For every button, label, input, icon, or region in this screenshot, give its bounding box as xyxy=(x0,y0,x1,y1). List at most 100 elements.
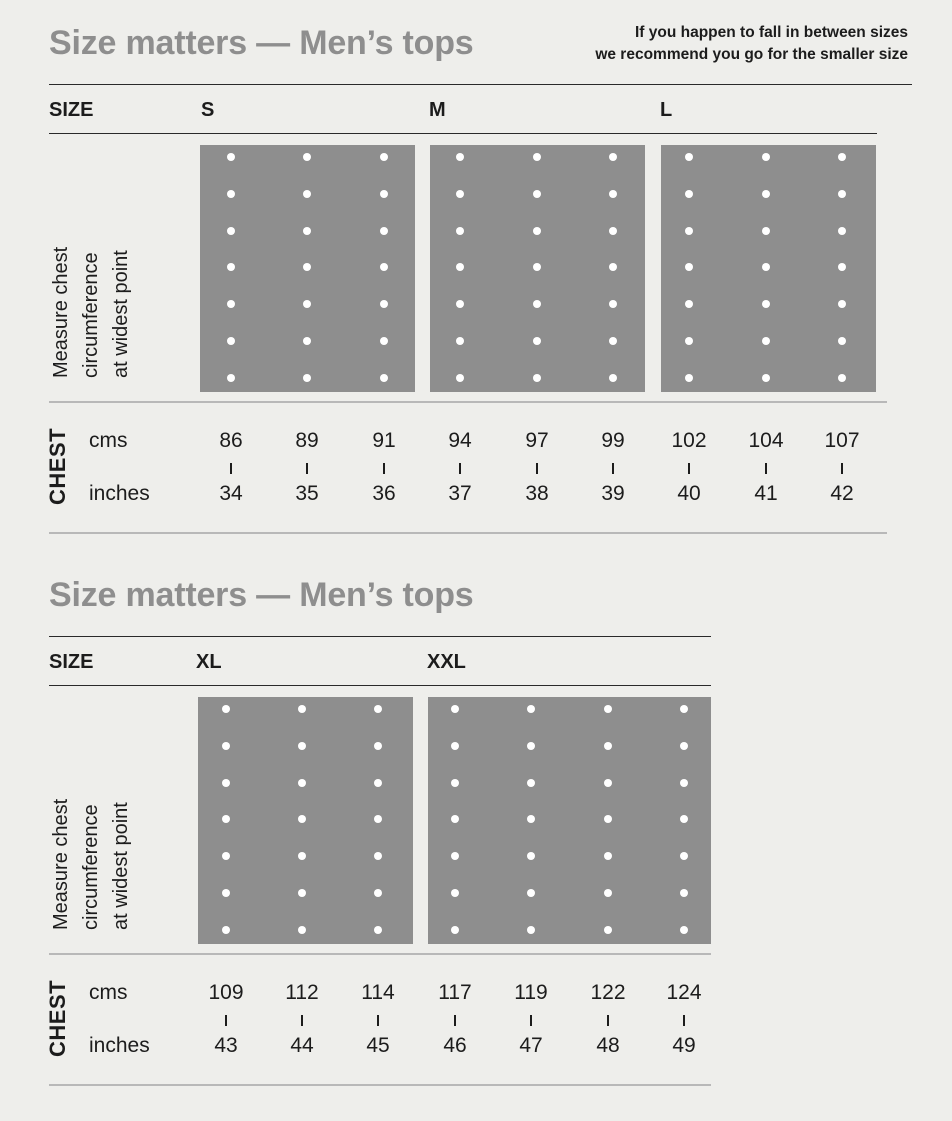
measurement-dot xyxy=(609,153,617,161)
measurement-dot xyxy=(604,925,612,934)
cms-value: 104 xyxy=(748,429,784,452)
measurement-dot xyxy=(451,741,459,750)
measurement-dot xyxy=(227,373,235,382)
measurement-dot xyxy=(533,153,541,161)
measurement-dot xyxy=(374,815,382,824)
measure-line-1: Measure chest xyxy=(50,246,72,378)
measurement-dot xyxy=(298,852,306,861)
measurement-dot xyxy=(303,226,311,235)
measurement-dot xyxy=(609,263,617,272)
cms-value: 91 xyxy=(372,429,396,452)
measurement-dot xyxy=(762,263,770,272)
measurement-dot xyxy=(298,889,306,897)
panel-divider-2 xyxy=(49,953,711,955)
inches-value: 38 xyxy=(525,482,549,505)
measurement-dot xyxy=(604,705,612,713)
chest-label-2: CHEST xyxy=(45,979,70,1057)
cms-value: 102 xyxy=(671,429,707,452)
value-tick xyxy=(688,463,690,474)
measurement-dot xyxy=(227,337,235,345)
size-label-xl: XL xyxy=(196,651,222,673)
measurement-dot xyxy=(298,925,306,934)
measurement-dot xyxy=(374,925,382,934)
measurement-dot xyxy=(451,815,459,824)
measurement-dot xyxy=(303,263,311,272)
cms-value: 109 xyxy=(208,981,244,1004)
measurement-dot xyxy=(838,226,846,235)
value-tick xyxy=(454,1015,456,1026)
measurement-dot xyxy=(762,300,770,309)
measure-line-3: at widest point xyxy=(110,250,132,378)
bottom-divider xyxy=(49,532,887,534)
measurement-dot xyxy=(609,226,617,235)
measurement-dot xyxy=(838,373,846,382)
inches-value: 41 xyxy=(754,482,778,505)
measurement-dot xyxy=(685,263,693,272)
inches-label-2: inches xyxy=(89,1034,150,1057)
measurement-dot xyxy=(527,889,535,897)
measure-line-1: Measure chest xyxy=(50,798,72,930)
measurement-dot xyxy=(380,226,388,235)
top-divider-2 xyxy=(49,636,711,637)
cms-value: 86 xyxy=(219,429,243,452)
inches-value: 34 xyxy=(219,482,243,505)
measurement-dot xyxy=(222,925,230,934)
cms-label-2: cms xyxy=(89,981,128,1004)
measurement-dot xyxy=(227,189,235,198)
measurement-dot xyxy=(227,226,235,235)
inches-value: 47 xyxy=(519,1034,543,1057)
cms-value: 117 xyxy=(438,981,472,1004)
measure-line-2: circumference xyxy=(80,804,102,930)
measurement-dot xyxy=(685,373,693,382)
measurement-dot xyxy=(527,815,535,824)
size-advice-line-2: we recommend you go for the smaller size xyxy=(595,46,908,63)
measurement-dot xyxy=(762,153,770,161)
measurement-dot xyxy=(762,373,770,382)
inches-value: 35 xyxy=(295,482,319,505)
value-tick xyxy=(383,463,385,474)
measurement-dot xyxy=(456,263,464,272)
measurement-dot xyxy=(303,300,311,309)
value-tick xyxy=(459,463,461,474)
measurement-dot xyxy=(222,815,230,824)
measurement-dot xyxy=(380,189,388,198)
cms-value: 114 xyxy=(361,981,395,1004)
measurement-dot xyxy=(298,815,306,824)
measurement-dot xyxy=(303,189,311,198)
size-advice-note: If you happen to fall in between sizes w… xyxy=(595,22,908,66)
measurement-dot xyxy=(298,741,306,750)
cms-value: 94 xyxy=(448,429,472,452)
measurement-dot xyxy=(527,925,535,934)
measurement-dot xyxy=(380,153,388,161)
cms-value: 89 xyxy=(295,429,319,452)
measurement-dot xyxy=(838,153,846,161)
inches-value: 45 xyxy=(366,1034,390,1057)
inches-value: 37 xyxy=(448,482,472,505)
cms-value: 122 xyxy=(590,981,626,1004)
measurement-dot xyxy=(604,889,612,897)
cms-value: 112 xyxy=(285,981,319,1004)
measurement-dot xyxy=(227,263,235,272)
measure-line-2: circumference xyxy=(80,252,102,378)
measurement-dot xyxy=(762,226,770,235)
cms-label: cms xyxy=(89,429,128,452)
measurement-dot xyxy=(685,300,693,309)
measurement-dot xyxy=(533,263,541,272)
value-tick xyxy=(230,463,232,474)
measurement-dot xyxy=(609,373,617,382)
measurement-dot xyxy=(456,189,464,198)
bottom-divider-2 xyxy=(49,1084,711,1086)
measurement-dot xyxy=(533,189,541,198)
measurement-dot xyxy=(533,300,541,309)
inches-value: 36 xyxy=(372,482,396,505)
cms-value: 119 xyxy=(514,981,548,1004)
chart-title: Size matters — Men’s tops xyxy=(49,24,474,62)
measurement-dot xyxy=(838,189,846,198)
measurement-dot xyxy=(527,741,535,750)
measurement-dot xyxy=(762,189,770,198)
measure-instruction-2: Measure chest circumference at widest po… xyxy=(46,799,136,930)
measurement-dot xyxy=(380,300,388,309)
measurement-dot xyxy=(451,705,459,713)
measurement-dot xyxy=(456,153,464,161)
measurement-dot xyxy=(604,741,612,750)
